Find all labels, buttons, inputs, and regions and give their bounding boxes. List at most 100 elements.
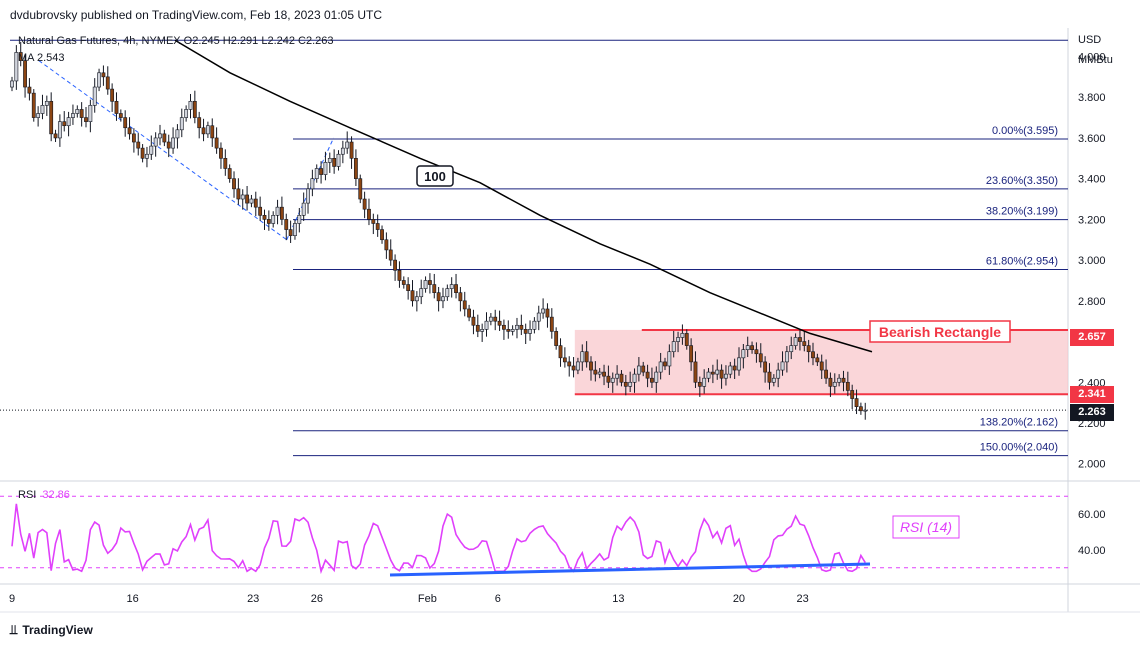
candle-body <box>384 239 389 251</box>
candle-body <box>676 337 680 342</box>
candle-body <box>719 369 724 379</box>
candle-body <box>18 52 23 61</box>
tradingview-footer[interactable]: ⫫ TradingView <box>10 622 93 638</box>
candle-body <box>567 361 572 367</box>
fib-level-label: 23.60%(3.350) <box>986 175 1058 187</box>
price-tick-label: 3.200 <box>1078 214 1106 226</box>
candle-body <box>737 357 741 371</box>
candle-body <box>541 308 546 314</box>
candle-body <box>536 312 541 322</box>
candle-body <box>724 373 728 379</box>
candle-body <box>850 390 855 399</box>
candle-body <box>110 88 115 102</box>
fib-level-label: 150.00%(2.040) <box>980 442 1058 454</box>
candle-body <box>497 320 502 326</box>
candle-body <box>414 296 419 302</box>
candle-body <box>332 158 337 167</box>
candle-body <box>205 125 210 135</box>
candle-body <box>519 324 524 330</box>
ma-line <box>174 39 873 353</box>
rsi-divergence-trendline <box>389 562 871 577</box>
candle-body <box>436 292 441 302</box>
candle-body <box>628 381 633 387</box>
candle-body <box>306 188 310 204</box>
candle-body <box>145 153 149 159</box>
candle-body <box>784 351 789 363</box>
rsi-legend: RSI 32.86 <box>18 489 70 501</box>
axis-unit-top: USD <box>1078 34 1102 46</box>
candle-body <box>271 215 276 224</box>
ma-annotation-box <box>416 165 454 187</box>
time-tick-label: 9 <box>9 593 15 605</box>
candle-body <box>345 141 350 149</box>
candle-body <box>153 137 158 147</box>
candle-body <box>445 288 450 298</box>
candle-body <box>558 345 563 359</box>
fib-level-label: 61.80%(2.954) <box>986 255 1058 267</box>
candle-body <box>62 121 67 127</box>
candle-body <box>684 333 689 346</box>
candle-body <box>66 117 71 127</box>
time-tick-label: Feb <box>418 593 437 605</box>
candle-body <box>84 117 88 122</box>
candle-body <box>293 223 297 236</box>
rsi-tick-label: 60.00 <box>1078 509 1106 521</box>
candle-body <box>188 100 193 110</box>
tradingview-footer-text: TradingView <box>22 623 93 637</box>
candle-body <box>79 109 84 118</box>
candle-body <box>192 100 197 118</box>
candle-body <box>388 249 393 261</box>
candle-body <box>528 329 532 334</box>
price-tick-label: 3.800 <box>1078 92 1106 104</box>
candle-body <box>606 375 611 383</box>
candle-body <box>554 331 559 346</box>
candle-body <box>758 353 763 363</box>
candle-body <box>319 168 323 175</box>
candle-body <box>728 365 733 375</box>
candle-body <box>467 308 471 318</box>
candle-body <box>771 377 776 383</box>
candle-body <box>27 86 32 94</box>
rsi-legend-name: RSI <box>18 489 37 501</box>
candle-body <box>375 223 380 230</box>
candle-body <box>845 381 850 391</box>
candle-body <box>545 308 550 318</box>
candle-body <box>288 229 293 236</box>
candle-body <box>75 109 80 114</box>
candle-body <box>576 361 580 371</box>
candle-body <box>702 377 707 387</box>
candle-body <box>449 284 454 289</box>
candle-body <box>693 361 698 383</box>
candle-body <box>201 127 206 135</box>
candle-body <box>223 158 228 169</box>
symbol-ohlc-line: Natural Gas Futures, 4h, NYMEX O2.245 H2… <box>18 35 334 47</box>
candle-body <box>275 206 280 216</box>
rectangle-label: Bearish Rectangle <box>879 324 1001 340</box>
candle-body <box>362 198 367 210</box>
candle-body <box>349 141 354 159</box>
candle-body <box>562 357 567 363</box>
candle-body <box>236 188 241 200</box>
candle-body <box>632 373 637 383</box>
candle-body <box>793 337 798 346</box>
candle-body <box>297 215 302 224</box>
candle-body <box>780 361 785 371</box>
candle-body <box>619 373 624 383</box>
candle-body <box>280 206 284 220</box>
candle-body <box>493 316 498 322</box>
time-tick-label: 20 <box>733 593 745 605</box>
candle-body <box>789 345 794 353</box>
tradingview-logo-icon: ⫫ <box>10 622 17 637</box>
time-tick-label: 13 <box>612 593 624 605</box>
candle-body <box>371 219 376 224</box>
candle-body <box>428 280 432 285</box>
candle-body <box>410 290 415 302</box>
candle-body <box>432 284 437 293</box>
candle-body <box>284 219 289 230</box>
candle-body <box>31 92 36 118</box>
candle-body <box>806 345 811 353</box>
time-tick-label: 23 <box>796 593 808 605</box>
candle-body <box>240 194 245 200</box>
candle-body <box>88 105 93 122</box>
